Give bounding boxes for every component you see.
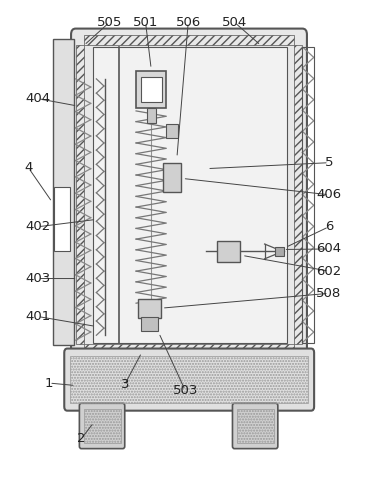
Bar (147, 108, 156, 123)
Text: 401: 401 (25, 310, 50, 323)
Bar (294, 45, 302, 344)
Bar (84, 409, 121, 443)
FancyBboxPatch shape (79, 403, 125, 449)
Text: 508: 508 (316, 287, 341, 300)
Bar (141, 77, 162, 102)
Bar (138, 299, 161, 318)
Bar (302, 47, 314, 343)
Bar (217, 241, 240, 262)
Text: 406: 406 (316, 188, 341, 201)
Bar (237, 409, 274, 443)
Text: 504: 504 (222, 16, 247, 29)
Text: 4: 4 (24, 161, 33, 174)
Text: 1: 1 (45, 377, 53, 389)
Text: 501: 501 (133, 16, 158, 29)
FancyBboxPatch shape (64, 349, 314, 411)
Text: 602: 602 (316, 265, 341, 278)
Bar (54, 187, 70, 251)
Bar (84, 35, 294, 45)
Text: 6: 6 (325, 220, 333, 233)
Bar (163, 163, 181, 192)
Bar (166, 124, 178, 138)
Text: 2: 2 (77, 432, 85, 445)
Text: 3: 3 (121, 378, 129, 391)
Bar (70, 356, 308, 403)
FancyBboxPatch shape (71, 29, 307, 361)
Text: 5: 5 (325, 156, 333, 169)
FancyBboxPatch shape (232, 403, 278, 449)
Bar (84, 344, 294, 355)
Text: 404: 404 (25, 92, 50, 105)
Text: 403: 403 (25, 272, 50, 285)
Bar (93, 47, 287, 343)
Bar (76, 45, 84, 344)
Text: 402: 402 (25, 220, 50, 233)
Text: 604: 604 (316, 243, 341, 255)
Text: 503: 503 (172, 384, 198, 397)
Bar (53, 39, 74, 345)
Text: 505: 505 (97, 16, 122, 29)
Bar (141, 317, 158, 331)
Bar (275, 246, 284, 256)
Bar (136, 71, 166, 108)
Text: 506: 506 (176, 16, 201, 29)
